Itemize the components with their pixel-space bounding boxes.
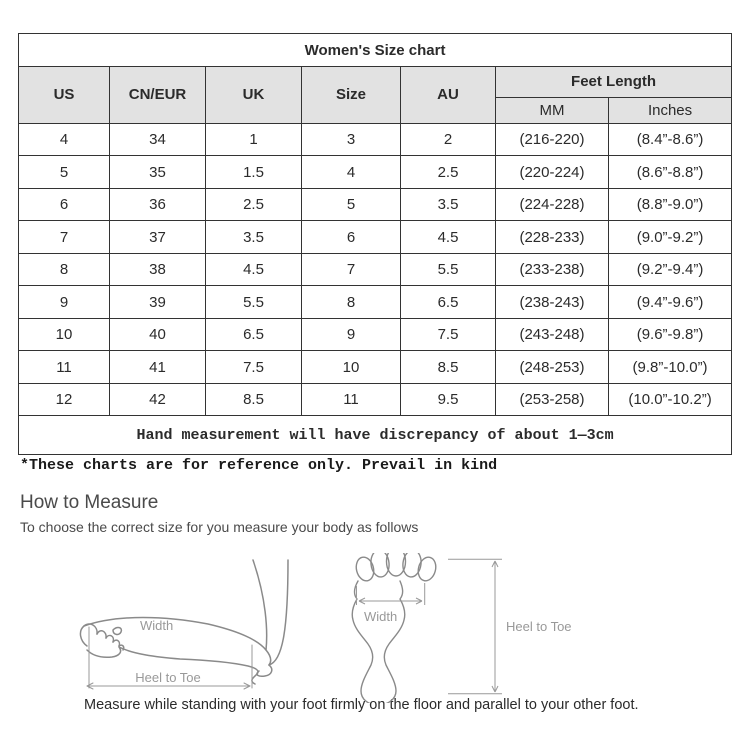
svg-text:Width: Width [364, 609, 397, 624]
svg-text:Width: Width [140, 618, 173, 633]
svg-text:Heel to Toe: Heel to Toe [506, 619, 572, 634]
svg-text:Heel to Toe: Heel to Toe [135, 670, 201, 685]
